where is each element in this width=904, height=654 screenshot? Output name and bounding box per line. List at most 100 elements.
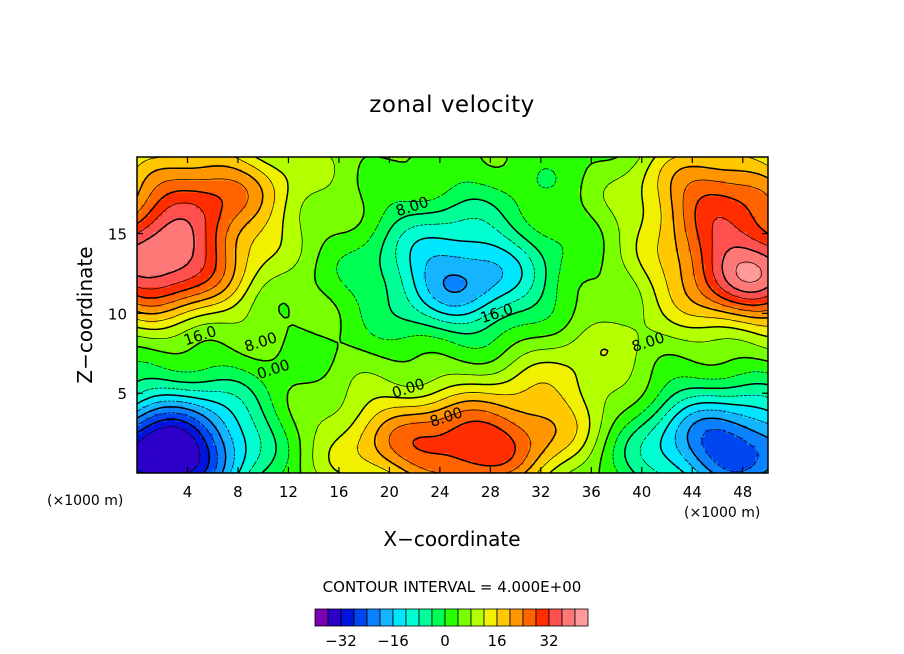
field-cell — [263, 204, 269, 209]
field-cell — [414, 180, 420, 186]
field-cell — [557, 275, 563, 281]
field-cell — [477, 168, 483, 174]
field-cell — [149, 204, 155, 209]
field-cell — [679, 263, 685, 269]
field-cell — [427, 220, 433, 225]
field-cell — [683, 216, 689, 221]
field-cell — [334, 188, 340, 194]
field-cell — [162, 184, 168, 190]
field-cell — [229, 196, 235, 202]
field-cell — [629, 251, 634, 257]
field-cell — [658, 204, 664, 209]
field-cell — [414, 283, 420, 288]
field-cell — [561, 247, 567, 253]
field-cell — [439, 275, 445, 281]
field-cell — [212, 243, 218, 249]
field-cell — [448, 208, 454, 213]
field-cell — [431, 160, 437, 166]
field-cell — [519, 279, 525, 284]
field-cell — [288, 224, 294, 229]
field-cell — [351, 160, 357, 166]
field-cell — [763, 208, 768, 213]
field-cell — [637, 200, 643, 205]
field-cell — [372, 220, 378, 225]
field-cell — [402, 184, 407, 190]
field-cell — [532, 196, 538, 202]
field-cell — [162, 271, 168, 277]
field-cell — [166, 232, 172, 237]
field-cell — [204, 247, 210, 253]
field-cell — [137, 157, 142, 162]
field-cell — [679, 204, 685, 209]
field-cell — [380, 164, 386, 170]
field-cell — [183, 164, 189, 170]
field-cell — [418, 239, 424, 245]
field-cell — [557, 157, 563, 162]
field-cell — [709, 259, 714, 265]
field-cell — [629, 168, 634, 174]
field-cell — [406, 255, 412, 261]
field-cell — [435, 157, 441, 162]
field-cell — [309, 247, 315, 253]
field-cell — [524, 220, 529, 225]
field-cell — [153, 212, 159, 217]
field-cell — [738, 216, 744, 221]
field-cell — [322, 188, 327, 194]
field-cell — [330, 224, 336, 229]
field-cell — [519, 188, 525, 194]
field-cell — [334, 192, 340, 198]
field-cell — [191, 216, 197, 221]
field-cell — [646, 232, 651, 237]
field-cell — [654, 228, 660, 233]
field-cell — [431, 239, 437, 245]
field-cell — [721, 160, 727, 166]
field-cell — [540, 176, 546, 182]
field-cell — [490, 192, 496, 198]
field-cell — [603, 271, 609, 277]
field-cell — [566, 212, 571, 217]
field-cell — [322, 236, 327, 241]
field-cell — [347, 180, 353, 186]
field-cell — [418, 259, 424, 265]
field-cell — [658, 200, 664, 205]
field-cell — [170, 157, 176, 162]
field-cell — [343, 259, 348, 265]
field-cell — [288, 239, 294, 245]
field-cell — [275, 228, 281, 233]
field-cell — [444, 164, 449, 170]
field-cell — [498, 176, 504, 182]
field-cell — [229, 208, 235, 213]
field-cell — [153, 172, 159, 178]
chart-title: zonal velocity — [369, 92, 534, 118]
field-cell — [667, 184, 672, 190]
field-cell — [296, 204, 302, 209]
field-cell — [498, 196, 504, 202]
field-cell — [603, 160, 609, 166]
field-cell — [288, 247, 294, 253]
field-cell — [431, 208, 437, 213]
field-cell — [250, 255, 256, 261]
field-cell — [494, 204, 500, 209]
field-cell — [225, 160, 231, 166]
field-cell — [326, 200, 332, 205]
field-cell — [725, 259, 731, 265]
field-cell — [301, 287, 306, 292]
field-cell — [326, 184, 332, 190]
field-cell — [439, 180, 445, 186]
field-cell — [288, 243, 294, 249]
field-cell — [721, 176, 727, 182]
field-cell — [153, 176, 159, 182]
field-cell — [742, 157, 748, 162]
field-cell — [444, 251, 449, 257]
field-cell — [162, 247, 168, 253]
field-cell — [418, 172, 424, 178]
field-cell — [570, 188, 576, 194]
field-cell — [343, 172, 348, 178]
field-cell — [359, 184, 365, 190]
field-cell — [452, 239, 458, 245]
field-cell — [633, 196, 639, 202]
field-cell — [746, 184, 752, 190]
field-cell — [170, 188, 176, 194]
field-cell — [448, 196, 454, 202]
field-cell — [326, 172, 332, 178]
